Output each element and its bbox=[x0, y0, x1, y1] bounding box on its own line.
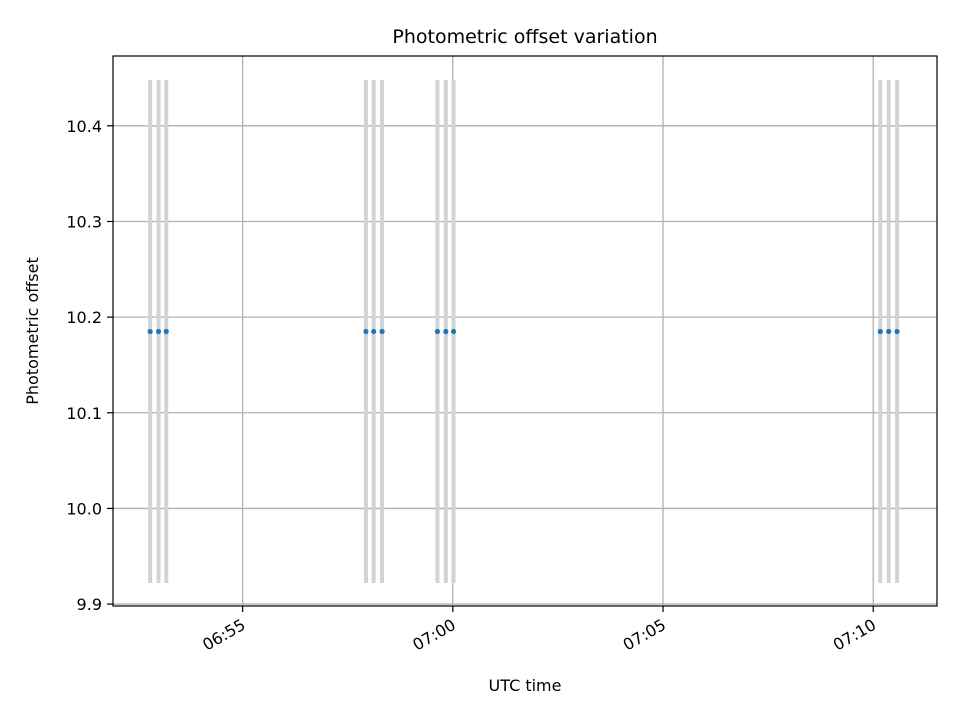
x-axis-title: UTC time bbox=[489, 676, 562, 695]
y-tick-label: 10.1 bbox=[66, 404, 102, 423]
data-point bbox=[363, 328, 369, 335]
y-axis-ticks: 9.9 10.0 10.1 10.2 10.3 10.4 bbox=[66, 117, 113, 614]
y-tick-label: 10.3 bbox=[66, 212, 102, 231]
data-point bbox=[371, 328, 377, 335]
y-axis-title: Photometric offset bbox=[23, 257, 42, 405]
data-point bbox=[147, 328, 153, 335]
data-point bbox=[894, 328, 900, 335]
data-point bbox=[450, 328, 457, 335]
data-point bbox=[379, 328, 385, 335]
data-points bbox=[147, 328, 900, 335]
data-point bbox=[443, 328, 449, 335]
data-point bbox=[877, 328, 883, 335]
data-point bbox=[434, 328, 441, 335]
y-tick-label: 9.9 bbox=[77, 595, 102, 614]
data-point bbox=[886, 328, 892, 335]
plot-frame bbox=[112, 55, 938, 607]
plot-background bbox=[113, 56, 937, 606]
chart-title: Photometric offset variation bbox=[392, 26, 657, 48]
y-tick-label: 10.0 bbox=[66, 499, 102, 518]
data-point bbox=[163, 328, 169, 335]
data-point bbox=[155, 328, 162, 335]
y-tick-label: 10.2 bbox=[66, 308, 102, 327]
y-tick-label: 10.4 bbox=[66, 117, 102, 136]
